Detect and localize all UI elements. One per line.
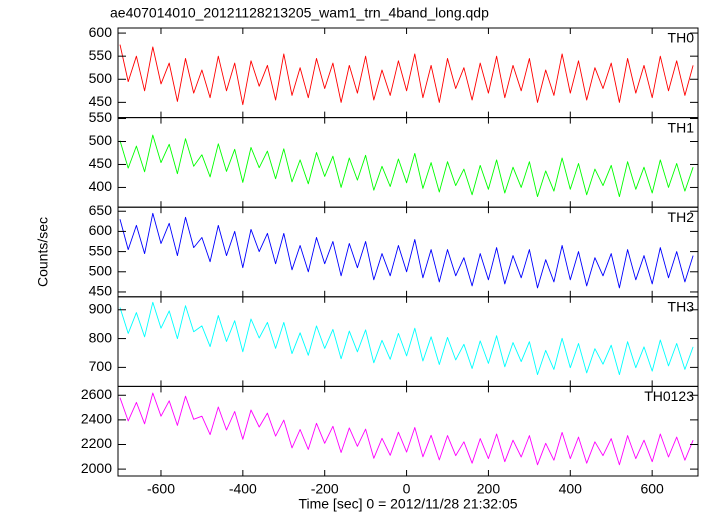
- y-tick-label: 600: [89, 222, 113, 238]
- y-tick-label: 700: [89, 358, 113, 374]
- y-tick-label: 450: [89, 155, 113, 171]
- panel-label: TH3: [668, 299, 695, 315]
- y-tick-label: 500: [89, 70, 113, 86]
- data-line: [119, 44, 694, 106]
- y-tick-label: 550: [89, 109, 113, 125]
- data-line: [119, 212, 694, 289]
- x-tick-label: -400: [229, 481, 257, 497]
- y-tick-label: 550: [89, 47, 113, 63]
- x-tick-label: -200: [311, 481, 339, 497]
- y-axis-label: Counts/sec: [35, 217, 51, 287]
- x-tick-label: -600: [147, 481, 175, 497]
- data-line: [119, 301, 694, 376]
- y-tick-label: 450: [89, 283, 113, 299]
- y-tick-label: 650: [89, 202, 113, 218]
- y-tick-label: 600: [89, 24, 113, 40]
- y-tick-label: 550: [89, 242, 113, 258]
- y-tick-label: 450: [89, 93, 113, 109]
- y-tick-label: 500: [89, 262, 113, 278]
- x-tick-label: 600: [640, 481, 664, 497]
- y-tick-label: 2600: [81, 386, 112, 402]
- x-tick-label: 0: [403, 481, 411, 497]
- y-tick-label: 2000: [81, 460, 112, 476]
- x-tick-label: 200: [477, 481, 501, 497]
- y-tick-label: 800: [89, 329, 113, 345]
- y-tick-label: 400: [89, 178, 113, 194]
- panel-label: TH0: [668, 30, 695, 46]
- y-tick-label: 2400: [81, 411, 112, 427]
- x-axis-label: Time [sec] 0 = 2012/11/28 21:32:05: [298, 496, 517, 512]
- panel-label: TH1: [668, 119, 695, 135]
- y-tick-label: 500: [89, 132, 113, 148]
- x-tick-label: 400: [559, 481, 583, 497]
- panel-frame: [117, 385, 699, 477]
- data-line: [119, 392, 694, 466]
- chart-title: ae407014010_20121128213205_wam1_trn_4ban…: [110, 5, 489, 21]
- y-tick-label: 900: [89, 300, 113, 316]
- y-tick-label: 2200: [81, 435, 112, 451]
- panel-label: TH0123: [644, 388, 694, 404]
- data-line: [119, 134, 694, 198]
- panel-label: TH2: [668, 209, 695, 225]
